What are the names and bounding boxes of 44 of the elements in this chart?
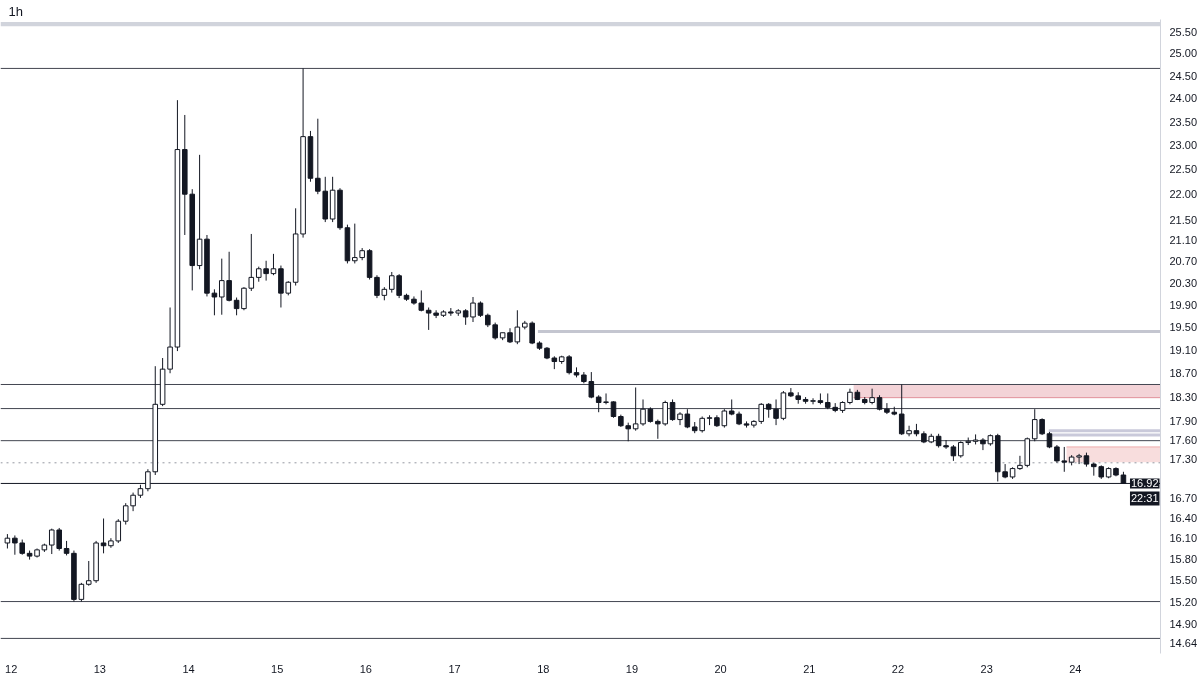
x-tick-label: 16 xyxy=(359,662,373,675)
x-tick-label: 12 xyxy=(5,662,18,675)
y-tick-label: 20.70 xyxy=(1169,255,1198,268)
y-tick-label: 22.00 xyxy=(1169,188,1198,201)
chart-title: 1h xyxy=(8,3,23,19)
y-tick-label: 21.50 xyxy=(1169,213,1198,226)
y-tick-label: 24.50 xyxy=(1169,69,1198,82)
x-tick-label: 24 xyxy=(1069,662,1082,675)
x-tick-label: 20 xyxy=(714,662,727,675)
y-tick-label: 17.30 xyxy=(1169,452,1198,465)
x-tick-label: 22 xyxy=(891,662,905,675)
y-tick-label: 19.50 xyxy=(1169,321,1198,334)
y-tick-label: 19.90 xyxy=(1169,298,1198,311)
y-tick-label: 20.30 xyxy=(1169,276,1198,289)
y-tick-label: 15.50 xyxy=(1169,574,1198,587)
y-tick-label: 15.20 xyxy=(1169,595,1198,608)
y-tick-label: 25.00 xyxy=(1169,47,1198,60)
y-tick-label: 22.50 xyxy=(1169,163,1198,176)
y-tick-label: 16.70 xyxy=(1169,491,1198,504)
x-tick-label: 17 xyxy=(448,662,461,675)
y-tick-label: 15.80 xyxy=(1169,552,1198,565)
y-tick-label: 21.10 xyxy=(1169,234,1198,247)
y-tick-label: 17.60 xyxy=(1169,434,1198,447)
y-tick-label: 14.90 xyxy=(1169,617,1198,630)
y-tick-label: 23.50 xyxy=(1169,115,1198,128)
y-tick-label: 14.64 xyxy=(1169,636,1198,649)
x-tick-label: 23 xyxy=(980,662,993,675)
y-tick-label: 23.00 xyxy=(1169,139,1198,152)
annotation: 22:31 xyxy=(1130,492,1159,505)
y-tick-label: 18.30 xyxy=(1169,391,1198,404)
x-tick-label: 19 xyxy=(625,662,639,675)
y-tick-label: 19.10 xyxy=(1169,343,1198,356)
x-tick-label: 21 xyxy=(803,662,816,675)
y-tick-label: 16.40 xyxy=(1169,511,1198,524)
x-tick-label: 13 xyxy=(93,662,106,675)
y-tick-label: 18.70 xyxy=(1169,367,1198,380)
x-tick-label: 15 xyxy=(271,662,284,675)
y-tick-label: 25.50 xyxy=(1169,25,1198,38)
y-tick-label: 24.00 xyxy=(1169,92,1198,105)
x-tick-label: 18 xyxy=(537,662,550,675)
y-tick-label: 16.10 xyxy=(1169,532,1198,545)
x-tick-label: 14 xyxy=(182,662,195,675)
ref-line-label: 16.92 xyxy=(1130,477,1159,490)
y-tick-label: 17.90 xyxy=(1169,415,1198,428)
